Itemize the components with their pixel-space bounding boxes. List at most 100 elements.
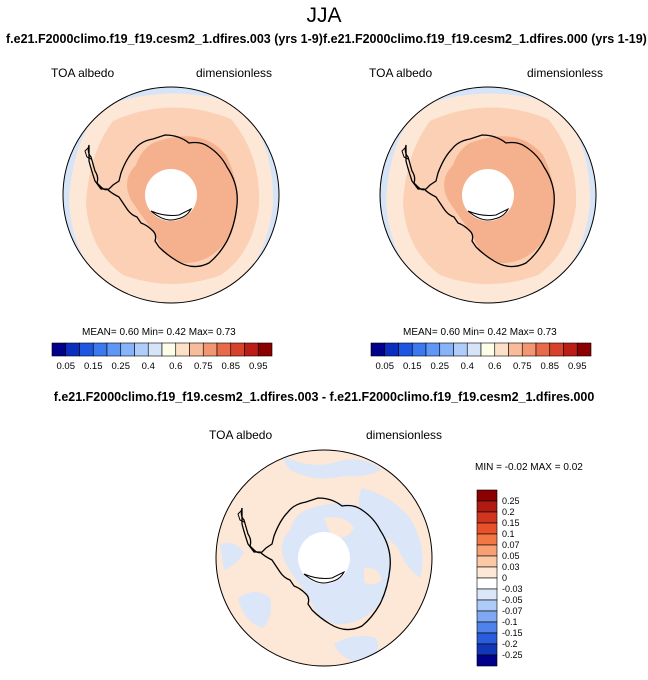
panel1-colorbar-swatch [175,342,190,357]
difference-colorbar-swatch [476,621,498,634]
panel2-colorbar-swatch [411,342,427,357]
panel2-colorbar-tick-label: 0.75 [513,361,532,372]
difference-colorbar-swatch [476,500,498,513]
difference-title: f.e21.F2000climo.f19_f19.cesm2_1.dfires.… [53,390,595,404]
panel1-colorbar-swatch [216,342,232,357]
panel2-units-label: dimensionless [527,66,604,80]
difference-colorbar-tick-label: 0.1 [502,529,515,539]
panel2-colorbar-tick-label: 0.15 [403,361,422,372]
panel2-colorbar [370,342,592,357]
difference-colorbar-tick-label: 0.2 [502,507,515,517]
panel1-colorbar-tick-label: 0.15 [84,361,103,372]
difference-colorbar-swatch [476,566,498,579]
panel1-colorbar-tick-label: 0.25 [111,361,131,372]
difference-colorbar-tick-label: 0.03 [502,562,520,572]
panel1-colorbar-swatch [257,342,273,357]
difference-colorbar-swatch [476,522,498,535]
panel2-colorbar-swatch [453,342,468,357]
difference-colorbar-tick-label: 0.05 [502,551,520,561]
panel2-colorbar-swatch [480,342,496,357]
panel1-colorbar-swatch [230,342,245,357]
panel1-min-label: Min= [141,327,164,338]
panel2-stats: MEAN= 0.60 Min= 0.42 Max= 0.73 [403,327,557,338]
difference-colorbar-swatch [476,511,498,524]
difference-colorbar-tick-label: -0.03 [502,584,523,594]
panel1-colorbar-swatch [189,342,204,357]
panel1-colorbar-swatch [202,342,218,357]
panel1-colorbar-swatch [161,342,177,357]
difference-polar-map [215,449,433,667]
panel1-colorbar-swatch [92,342,108,357]
panel1-stats: MEAN= 0.60 Min= 0.42 Max= 0.73 [82,327,236,338]
panel1-field-label: TOA albedo [51,66,115,80]
difference-colorbar-tick-label: 0.25 [502,496,520,506]
panel1-colorbar-tick-label: 0.6 [169,361,183,372]
difference-colorbar-tick-label: 0 [502,573,508,583]
difference-colorbar-swatch [476,654,498,667]
difference-colorbar-swatch [476,533,498,546]
panel1-polar-map [62,86,280,304]
panel1-case-title: f.e21.F2000climo.f19_f19.cesm2_1.dfires.… [6,32,323,46]
panel1-colorbar-tick-label: 0.4 [141,361,155,372]
panel2-min-label: Min= [462,327,485,338]
panel1-colorbar-swatch [79,342,94,357]
panel1-mean-value: 0.60 [119,327,139,338]
panel2-colorbar-swatch [521,342,537,357]
difference-colorbar-swatch [476,577,498,590]
difference-colorbar-tick-label: -0.05 [502,595,523,605]
panel2-colorbar-tick-label: 0.25 [430,361,450,372]
panel2-colorbar-tick-label: 0.05 [375,361,395,372]
main-title: JJA [306,4,342,27]
panel2-mean-value: 0.60 [440,327,460,338]
panel1-colorbar [51,342,273,357]
panel2-max-value: 0.73 [537,327,557,338]
difference-colorbar [476,489,498,667]
panel2-colorbar-tick-label: 0.6 [488,361,502,372]
panel2-colorbar-swatch [576,342,592,357]
panel2-colorbar-swatch [508,342,523,357]
difference-colorbar-tick-label: -0.1 [502,617,518,627]
panel2-polar-map [379,86,597,304]
panel2-colorbar-swatch [535,342,551,357]
panel2-mean-label: MEAN= [403,327,438,338]
difference-colorbar-swatch [476,588,498,601]
difference-colorbar-tick-label: -0.15 [502,628,523,638]
panel1-colorbar-swatch [244,342,259,357]
panel1-max-label: Max= [188,327,214,338]
panel2-colorbar-swatch [563,342,578,357]
panel2-colorbar-swatch [370,342,386,357]
panel2-colorbar-tick-label: 0.4 [460,361,474,372]
panel2-colorbar-swatch [549,342,564,357]
panel2-colorbar-swatch [494,342,509,357]
difference-colorbar-tick-label: -0.07 [502,606,523,616]
panel2-colorbar-swatch [439,342,454,357]
difference-colorbar-swatch [476,489,498,502]
panel1-colorbar-swatch [120,342,135,357]
panel1-colorbar-swatch [106,342,122,357]
difference-field-label: TOA albedo [209,428,273,442]
difference-colorbar-swatch [476,632,498,645]
panel2-colorbar-swatch [384,342,399,357]
difference-colorbar-labels: 0.25 0.2 0.15 0.1 0.07 0.05 0.03 0 -0.03 -0.05 -0.… [502,490,542,666]
difference-colorbar-swatch [476,643,498,656]
difference-units-label: dimensionless [366,428,443,442]
panel1-colorbar-tick-label: 0.75 [194,361,213,372]
panel2-max-label: Max= [509,327,535,338]
difference-minmax: MIN = -0.02 MAX = 0.02 [475,462,583,473]
difference-colorbar-swatch [476,599,498,612]
panel1-colorbar-labels: 0.05 0.15 0.25 0.4 0.6 0.75 0.85 0.95 [52,361,272,373]
difference-colorbar-swatch [476,555,498,568]
difference-colorbar-tick-label: -0.25 [502,650,523,660]
panel1-colorbar-swatch [147,342,163,357]
panel2-colorbar-swatch [398,342,413,357]
difference-colorbar-tick-label: 0.15 [502,518,520,528]
panel2-colorbar-tick-label: 0.95 [568,361,587,372]
panel2-field-label: TOA albedo [369,66,433,80]
panel2-colorbar-labels: 0.05 0.15 0.25 0.4 0.6 0.75 0.85 0.95 [371,361,591,373]
panel1-units-label: dimensionless [196,66,273,80]
panel1-max-value: 0.73 [216,327,236,338]
panel1-colorbar-swatch [134,342,149,357]
panel2-colorbar-swatch [466,342,482,357]
panel1-mean-label: MEAN= [82,327,117,338]
panel1-colorbar-tick-label: 0.05 [56,361,76,372]
